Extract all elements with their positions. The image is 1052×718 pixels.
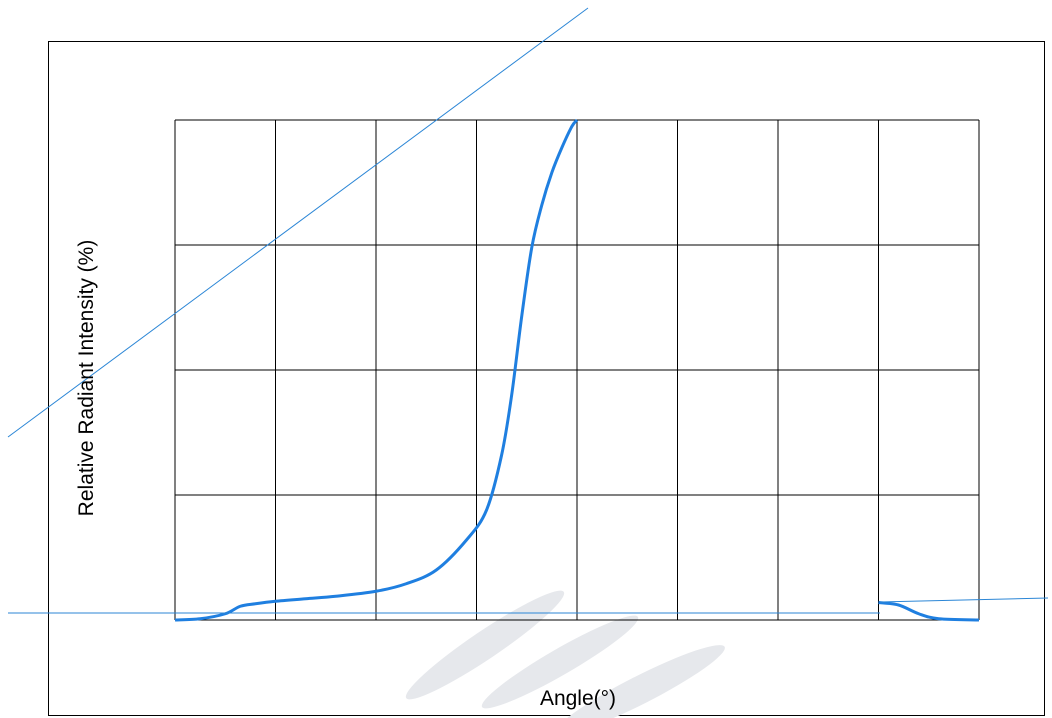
chart-frame (48, 41, 1045, 716)
overlay-diagonal-line (7, 7, 589, 438)
series-layer (174, 118, 980, 622)
y-axis-label: Relative Radiant Intensity (%) (75, 240, 98, 517)
series-line-segment-1 (174, 118, 579, 622)
overlay-lines (7, 7, 1049, 614)
x-axis-label: Angle(°) (540, 687, 616, 710)
overlay-right-line (879, 597, 1049, 603)
series-line-segment-2 (878, 601, 980, 622)
watermark-logo (405, 590, 725, 718)
plot-grid (174, 119, 980, 621)
